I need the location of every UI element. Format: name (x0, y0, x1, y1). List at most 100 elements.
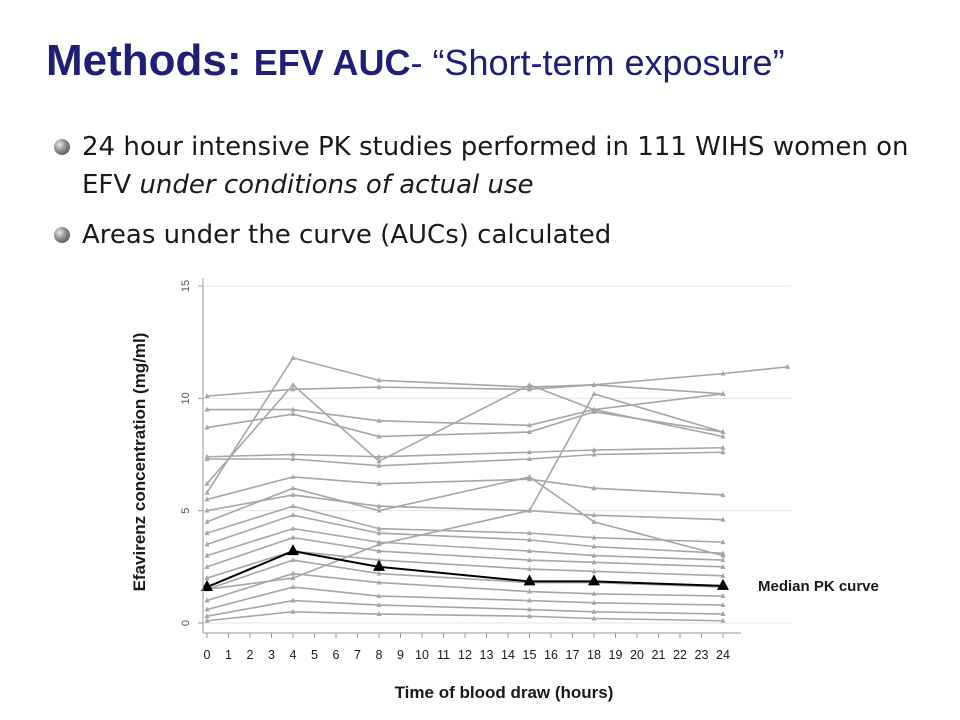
bullet-list: 24 hour intensive PK studies performed i… (52, 128, 932, 266)
pk-curve-16 (206, 550, 724, 579)
pk-curve-8 (206, 392, 724, 591)
pk-curve-18 (206, 572, 724, 602)
pk-curve-3-point (720, 433, 726, 439)
x-tick-label-1: 1 (225, 648, 232, 662)
x-tick-label-20: 20 (630, 648, 644, 662)
pk-curve-12-point (376, 525, 382, 531)
title-methods: Methods: (46, 36, 254, 85)
median-point-15h (523, 574, 536, 586)
pk-curve-14-point (290, 525, 296, 531)
pk-curve-2-point (204, 489, 210, 495)
pk-curve-21-point (720, 617, 726, 623)
x-tick-label-5: 5 (311, 648, 318, 662)
pk-curve-4 (207, 393, 724, 427)
y-axis-label: Efavirenz concentration (mg/ml) (130, 333, 149, 592)
pk-curve-21-point (290, 608, 296, 614)
y-tick-label-15: 15 (180, 280, 192, 292)
pk-curve-18-point (527, 588, 532, 594)
pk-curve-12-point (720, 539, 726, 545)
x-tick-label-8: 8 (376, 648, 383, 662)
pk-curve-20-point (376, 602, 382, 608)
pk-curve-7-point (204, 455, 210, 461)
median-point-0h (201, 580, 213, 592)
pk-curve-20-point (290, 597, 296, 603)
pk-curve-8-point (720, 429, 726, 435)
pk-curve-3-point (290, 381, 296, 387)
pk-curve-11-point (591, 512, 597, 518)
pk-curve-14-point (527, 548, 532, 554)
pk-curve-21-point (204, 617, 210, 623)
x-tick-label-19: 19 (609, 648, 623, 662)
x-tick-label-9: 9 (397, 648, 404, 662)
pk-curve-10-point (204, 518, 210, 524)
pk-curve-18-point (204, 597, 210, 603)
bullet-2-text: Areas under the curve (AUCs) calculated (82, 220, 612, 250)
pk-curve-19-point (591, 599, 597, 605)
x-tick-label-2: 2 (247, 648, 254, 662)
pk-curve-18-point (376, 579, 382, 585)
pk-curve-6-point (290, 451, 296, 457)
bullet-item-2: Areas under the curve (AUCs) calculated (52, 216, 932, 254)
pk-curve-5-point (527, 429, 532, 435)
pk-curve-1-point (720, 370, 726, 376)
pk-curve-19-point (376, 593, 382, 599)
pk-curve-1-point (290, 386, 296, 392)
pk-curve-21-point (527, 613, 532, 619)
pk-curve-21-point (591, 615, 597, 621)
pk-curve-16-point (527, 566, 532, 572)
median-pk-curve-label: Median PK curve (758, 578, 879, 595)
pk-curve-9-point (591, 485, 597, 491)
median-point-24h (717, 578, 729, 590)
x-tick-label-3: 3 (268, 648, 275, 662)
x-tick-label-24: 24 (716, 648, 730, 662)
pk-curve-16-point (591, 568, 597, 574)
median-point-18h (588, 574, 600, 586)
x-tick-label-11: 11 (437, 648, 450, 662)
pk-curve-16-point (204, 575, 210, 581)
pk-curve-2 (206, 356, 724, 494)
x-tick-label-18: 18 (587, 648, 601, 662)
pk-curve-12-point (591, 534, 597, 540)
pk-curve-5-point (204, 424, 210, 430)
pk-curve-12 (206, 505, 724, 543)
pk-curve-13-point (720, 550, 726, 556)
title-short-term-exposure: - “Short-term exposure” (410, 42, 785, 83)
pk-curve-12-point (204, 530, 210, 536)
pk-curve-13-point (527, 536, 532, 542)
pk-curve-12-point (290, 503, 296, 509)
pk-curve-10-point (591, 518, 597, 524)
pk-curve-9-point (204, 496, 210, 502)
median-curve-line (206, 550, 724, 588)
pk-curve-15 (206, 536, 724, 568)
x-tick-label-21: 21 (652, 648, 666, 662)
y-tick-label-10: 10 (180, 392, 192, 404)
x-tick-label-23: 23 (695, 648, 709, 662)
pk-curve-11-point (290, 491, 296, 497)
pk-curve-17 (206, 559, 724, 591)
pk-curve-3-point (376, 458, 382, 464)
pk-curve-6-point (376, 453, 382, 459)
pk-curve-14-point (591, 552, 597, 558)
pk-curve-11 (206, 494, 724, 521)
pk-curve-21-point (376, 611, 382, 617)
pk-curve-1-point (785, 363, 790, 369)
pk-curve-2-point (591, 381, 597, 387)
y-tick-label-5: 5 (180, 508, 192, 514)
slide-title: Methods: EFV AUC- “Short-term exposure” (46, 36, 785, 86)
pk-curve-16-point (720, 572, 726, 578)
pk-curve-13-point (290, 512, 296, 518)
median-point-4h (287, 544, 299, 556)
pk-curve-9-point (376, 480, 382, 486)
x-tick-label-13: 13 (480, 648, 494, 662)
pk-curve-6 (206, 446, 724, 458)
pk-curve-7 (207, 451, 724, 467)
pk-curve-14-point (204, 552, 210, 558)
pk-curve-20-point (720, 611, 726, 617)
pk-curve-21 (206, 610, 724, 622)
chart-gridlines (203, 285, 791, 624)
pk-curve-10-point (527, 473, 532, 479)
pk-curve-8-point (591, 390, 597, 396)
pk-curve-5-point (376, 433, 382, 439)
pk-curve-14-point (376, 539, 382, 545)
pk-curve-17-point (290, 557, 296, 563)
